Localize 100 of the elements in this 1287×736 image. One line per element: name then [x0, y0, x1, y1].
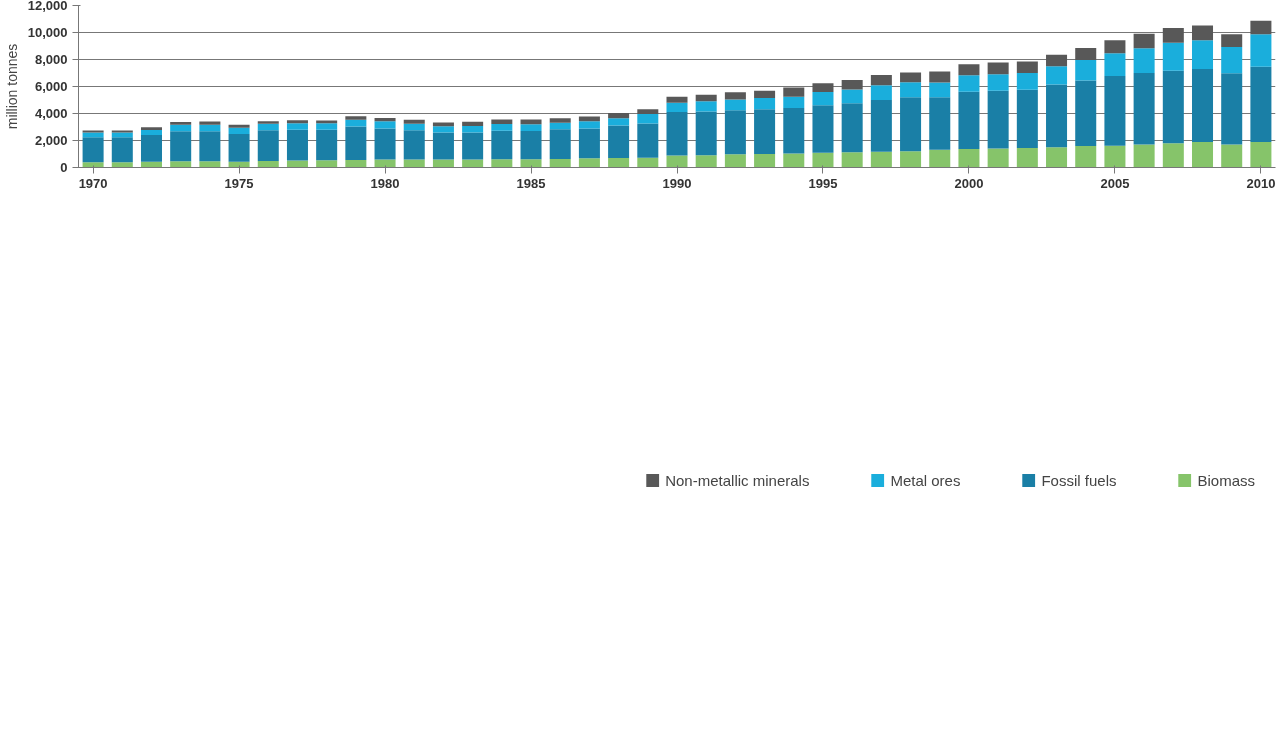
bar	[870, 85, 892, 100]
legend-label: Non-metallic minerals	[665, 471, 810, 489]
bar	[286, 123, 308, 130]
y-tick-label: 6,000	[34, 79, 68, 94]
bar	[841, 103, 863, 153]
bar	[549, 122, 571, 130]
bar	[316, 160, 338, 168]
bar	[549, 129, 571, 159]
bar	[432, 126, 454, 133]
bar	[1192, 142, 1214, 168]
x-tick-label: 1995	[808, 175, 838, 191]
bar	[491, 159, 513, 168]
y-tick-label: 12,000	[27, 0, 68, 13]
bar	[1104, 75, 1126, 146]
bar	[549, 118, 571, 123]
bar	[754, 98, 776, 110]
bar	[257, 121, 279, 124]
bar	[170, 161, 192, 168]
bar	[1016, 73, 1038, 90]
bar	[199, 131, 221, 162]
bar	[637, 123, 659, 158]
y-axis-title: million tonnes	[3, 43, 20, 130]
bar	[929, 149, 951, 168]
bar	[111, 137, 133, 163]
bar	[316, 123, 338, 130]
x-tick-label: 1970	[78, 175, 108, 191]
bar	[578, 121, 600, 129]
bar	[491, 130, 513, 160]
bar	[637, 113, 659, 124]
bar	[257, 123, 279, 131]
bar	[812, 105, 834, 153]
bar	[257, 130, 279, 162]
bar	[1221, 47, 1243, 74]
bar	[987, 148, 1009, 168]
bar	[666, 102, 688, 112]
bar	[403, 130, 425, 160]
bar	[1016, 61, 1038, 73]
bar	[1162, 27, 1184, 43]
bar	[958, 75, 980, 92]
bar	[403, 159, 425, 168]
legend-label: Biomass	[1197, 471, 1255, 489]
bar	[783, 153, 805, 168]
bar	[199, 121, 221, 125]
bar	[1075, 60, 1097, 81]
bar	[111, 132, 133, 138]
bar	[783, 87, 805, 97]
x-tick-label: 2010	[1246, 175, 1276, 191]
bar	[228, 127, 250, 135]
bar	[870, 100, 892, 152]
bar	[987, 90, 1009, 149]
bar	[783, 96, 805, 109]
bar	[754, 154, 776, 168]
bar	[578, 116, 600, 122]
bar	[403, 123, 425, 131]
bar	[1221, 73, 1243, 145]
bar	[1192, 25, 1214, 41]
bar	[462, 121, 484, 126]
bar	[1250, 20, 1272, 35]
bar	[82, 132, 104, 138]
bar	[520, 131, 542, 160]
bar	[462, 159, 484, 168]
bar	[1104, 145, 1126, 168]
bar	[724, 99, 746, 111]
bar	[1133, 144, 1155, 168]
bar	[199, 124, 221, 132]
bar	[491, 119, 513, 125]
bar	[578, 158, 600, 168]
bar	[1192, 68, 1214, 143]
bar	[1250, 66, 1272, 143]
bar	[1221, 144, 1243, 168]
bar	[958, 64, 980, 76]
bar	[929, 82, 951, 98]
bar	[1016, 147, 1038, 168]
bar	[900, 97, 922, 152]
bar	[724, 92, 746, 100]
bar	[374, 118, 396, 122]
bar	[666, 155, 688, 168]
bar	[608, 113, 630, 119]
bar	[286, 160, 308, 168]
bar	[140, 135, 162, 162]
x-tick-label: 2005	[1100, 175, 1130, 191]
bar	[257, 161, 279, 168]
bar	[345, 119, 367, 127]
bar	[578, 128, 600, 159]
bar	[929, 97, 951, 150]
bar	[111, 130, 133, 133]
bar	[1133, 73, 1155, 145]
bar	[1075, 146, 1097, 168]
bar	[1162, 42, 1184, 71]
bar	[1016, 89, 1038, 148]
legend-label: Metal ores	[890, 471, 961, 489]
bar	[958, 91, 980, 150]
x-tick-label: 1980	[370, 175, 400, 191]
bar	[666, 96, 688, 103]
bar	[82, 137, 104, 163]
bar	[549, 158, 571, 168]
bar	[286, 120, 308, 124]
bar	[520, 124, 542, 132]
bar	[637, 157, 659, 168]
y-tick-label: 0	[60, 160, 68, 175]
